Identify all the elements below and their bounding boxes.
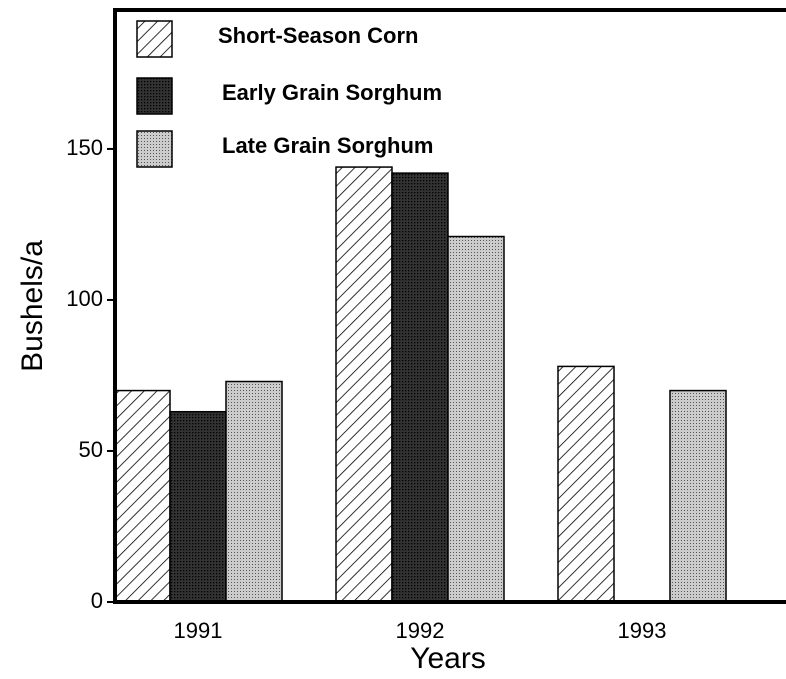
- y-tick-label: 100: [66, 286, 103, 311]
- x-tick-label: 1991: [174, 618, 223, 643]
- y-axis-label: Bushels/a: [16, 240, 49, 372]
- x-axis-label: Years: [410, 642, 486, 675]
- x-tick-label: 1993: [618, 618, 667, 643]
- legend-label: Early Grain Sorghum: [222, 80, 442, 105]
- y-tick-label: 50: [79, 437, 103, 462]
- x-tick-label: 1992: [396, 618, 445, 643]
- bar: [391, 172, 449, 603]
- legend-swatch: [136, 130, 173, 168]
- bar: [335, 166, 393, 603]
- y-tick-label: 0: [91, 588, 103, 613]
- bar: [169, 410, 227, 603]
- legend-swatch: [136, 77, 173, 115]
- bar: [447, 235, 505, 603]
- legend-swatch: [136, 20, 173, 58]
- bar: [669, 389, 727, 603]
- bar: [557, 365, 615, 603]
- legend-label: Short-Season Corn: [218, 23, 418, 48]
- y-tick-label: 150: [66, 135, 103, 160]
- bar: [113, 389, 171, 603]
- bar: [225, 380, 283, 603]
- legend-label: Late Grain Sorghum: [222, 133, 433, 158]
